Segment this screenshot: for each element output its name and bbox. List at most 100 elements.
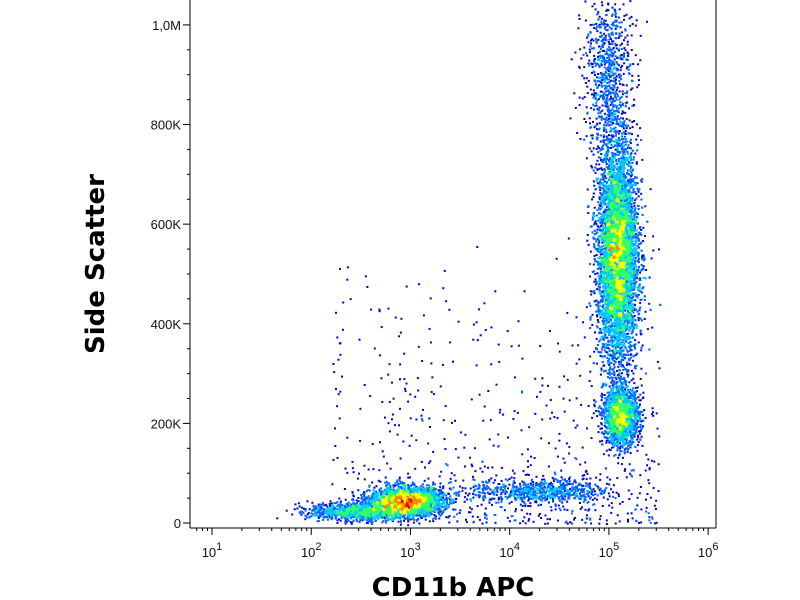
event-dot [478, 485, 481, 488]
event-dot [429, 486, 432, 489]
event-dot [550, 497, 553, 500]
event-dot [483, 492, 486, 495]
event-dot [420, 492, 423, 495]
event-dot [527, 483, 530, 486]
event-dot [385, 480, 388, 483]
event-dot [550, 489, 553, 491]
event-dot [484, 496, 487, 499]
event-dot [445, 504, 448, 507]
event-dot [516, 493, 519, 496]
event-dot [411, 501, 414, 504]
event-dot [385, 499, 388, 502]
event-dot [411, 493, 414, 496]
event-dot [407, 483, 410, 486]
event-dot [416, 505, 419, 508]
event-dot [580, 490, 583, 493]
event-dot [448, 487, 451, 490]
event-dot [420, 484, 423, 487]
event-dot [478, 496, 481, 499]
event-dot [423, 492, 426, 495]
event-dot [392, 488, 395, 491]
event-dot [524, 503, 527, 506]
event-dot [384, 495, 387, 498]
event-dot [411, 502, 414, 505]
event-dot [574, 481, 577, 484]
event-dot [429, 491, 432, 494]
event-dot [381, 503, 384, 506]
event-dot [544, 499, 547, 502]
event-dot [424, 506, 427, 509]
event-dot [426, 494, 429, 497]
event-dot [425, 508, 428, 510]
event-dot [424, 499, 427, 502]
event-dot [523, 490, 525, 493]
event-dot [529, 505, 532, 508]
event-dot [573, 491, 575, 494]
event-dot [397, 485, 400, 488]
event-dot [419, 496, 422, 499]
event-dot [390, 490, 393, 492]
event-dot [409, 502, 412, 505]
event-dot [546, 487, 549, 490]
event-dot [458, 490, 461, 493]
event-dot [508, 502, 511, 505]
event-dot [582, 494, 585, 497]
event-dot [360, 494, 363, 496]
event-dot [614, 497, 617, 499]
event-dot [393, 489, 396, 492]
event-dot [440, 490, 443, 493]
event-dot [378, 488, 381, 491]
event-dot [527, 499, 530, 502]
event-dot [388, 498, 391, 501]
event-dot [438, 517, 441, 520]
event-dot [387, 490, 390, 493]
event-dot [417, 503, 420, 506]
event-dot [403, 513, 406, 516]
event-dot [587, 501, 590, 503]
event-dot [492, 481, 495, 484]
event-dot [543, 480, 546, 483]
event-dot [388, 496, 391, 499]
event-dot [578, 484, 581, 486]
event-dot [375, 497, 378, 500]
event-dot [394, 484, 397, 487]
event-dot [609, 478, 612, 481]
event-dot [420, 516, 423, 519]
event-dot [422, 499, 425, 501]
event-dot [492, 489, 495, 492]
event-dot [439, 510, 442, 513]
event-dot [442, 485, 445, 488]
event-dot [450, 488, 453, 491]
event-dot [395, 496, 397, 499]
event-dot [500, 493, 503, 496]
event-dot [407, 487, 410, 490]
event-dot [543, 497, 546, 500]
event-dot [382, 494, 385, 497]
event-dot [432, 506, 435, 509]
event-dot [597, 487, 600, 490]
event-dot [425, 493, 427, 496]
event-dot [604, 488, 607, 491]
event-dot [482, 499, 485, 502]
event-dot [445, 497, 448, 500]
event-dot [481, 496, 484, 499]
event-dot [410, 487, 413, 490]
event-dot [422, 483, 424, 486]
event-dot [529, 493, 531, 496]
event-dot [568, 480, 571, 483]
event-dot [423, 494, 426, 497]
event-dot [425, 511, 428, 514]
event-dot [377, 501, 380, 504]
event-dot [586, 489, 589, 492]
event-dot [482, 490, 485, 493]
event-dot [415, 508, 418, 511]
event-dot [400, 498, 403, 501]
event-dot [363, 478, 366, 481]
event-dot [532, 481, 535, 484]
event-dot [427, 489, 430, 492]
event-dot [426, 488, 429, 491]
event-dot [375, 485, 378, 488]
event-dot [563, 483, 566, 486]
event-dot [461, 486, 464, 489]
event-dot [543, 481, 546, 484]
